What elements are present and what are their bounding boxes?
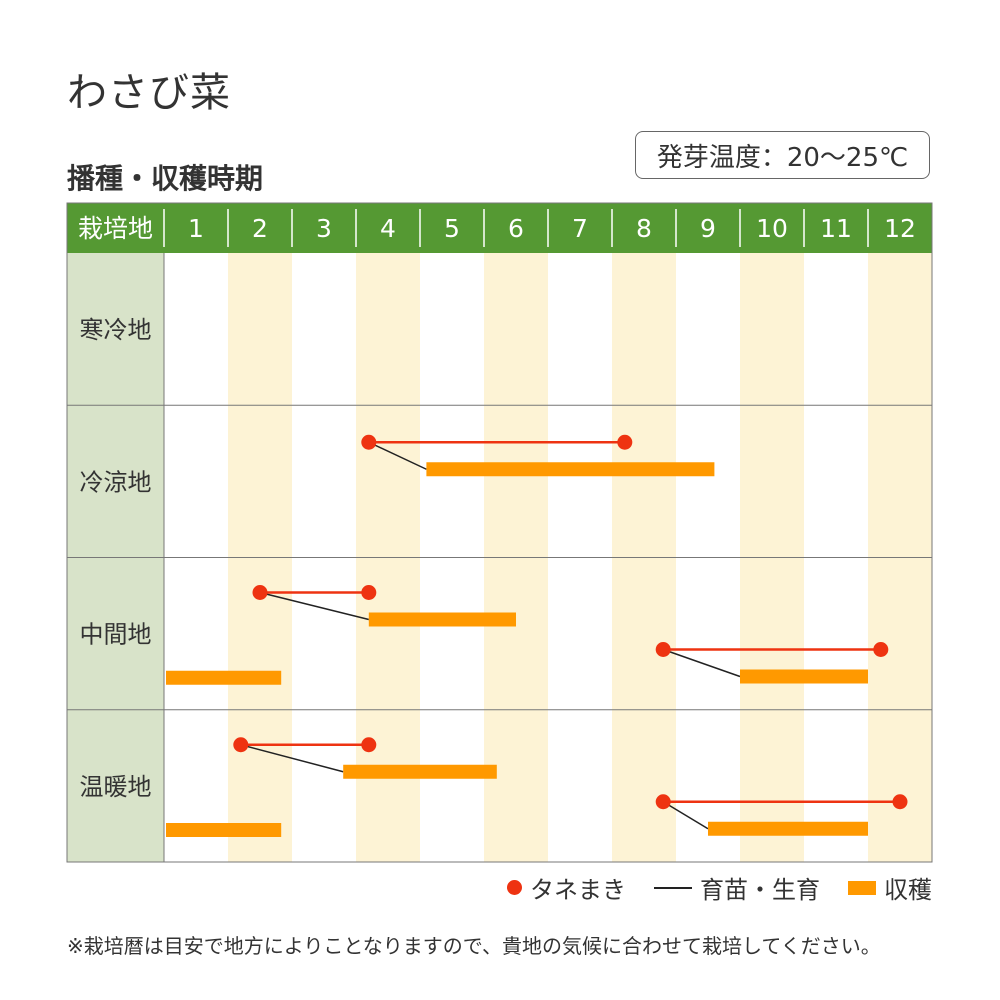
- nursery-line: [368, 441, 427, 470]
- page-title: わさび菜: [67, 70, 231, 116]
- harvest-bar: [426, 462, 715, 477]
- footnote: ※栽培暦は目安で地方によりことなりますので、貴地の気候に合わせて栽培してください…: [67, 934, 881, 958]
- region-cell: [67, 253, 164, 406]
- sowing-dot-icon: [507, 880, 522, 895]
- grid-lines: [66, 202, 933, 863]
- harvest-bar: [708, 821, 868, 836]
- month-label: 1: [188, 214, 204, 243]
- nursery-line: [662, 801, 709, 830]
- table-border: [66, 202, 933, 863]
- harvest-bar: [368, 612, 516, 627]
- harvest-bar: [740, 669, 868, 684]
- month-label: 6: [508, 214, 524, 243]
- harvest-bar-icon: [848, 880, 876, 895]
- harvest-bar: [166, 670, 282, 685]
- chart-subtitle: 播種・収穫時期: [67, 162, 264, 195]
- nursery-line-icon: [654, 886, 692, 889]
- region-label: 冷涼地: [80, 468, 152, 496]
- harvest-bar: [166, 823, 282, 837]
- sowing-start-dot: [252, 585, 268, 600]
- nursery-line: [259, 591, 369, 621]
- month-header-row: 栽培地 1 2 3 4 5 6 7 8 9 10 11 12: [67, 203, 932, 253]
- nursery-line: [240, 744, 344, 773]
- legend-item-sowing: タネまき: [507, 870, 626, 905]
- month-label: 12: [884, 214, 916, 243]
- month-label: 7: [572, 214, 588, 243]
- region-cell: [67, 709, 164, 862]
- month-label: 10: [756, 214, 788, 243]
- legend-item-nursery: 育苗・生育: [654, 870, 820, 905]
- region-label: 寒冷地: [80, 316, 152, 344]
- sowing-end-dot: [617, 434, 633, 450]
- sowing-end-dot: [892, 794, 908, 810]
- month-label: 9: [700, 214, 716, 243]
- month-label: 8: [636, 214, 652, 243]
- month-label: 2: [252, 214, 268, 243]
- legend-item-harvest: 収穫: [848, 870, 932, 905]
- month-label: 5: [444, 214, 460, 243]
- harvest-bar: [343, 764, 497, 779]
- header-region-label: 栽培地: [78, 214, 153, 243]
- legend-label-nursery: 育苗・生育: [700, 876, 820, 904]
- region-label: 温暖地: [80, 773, 152, 801]
- germination-temperature-badge: 発芽温度：20〜25℃: [635, 131, 930, 179]
- sowing-end-dot: [361, 585, 377, 600]
- sowing-start-dot: [655, 642, 671, 657]
- sowing-end-dot: [873, 642, 889, 657]
- legend-label-sowing: タネまき: [530, 876, 626, 904]
- legend-label-harvest: 収穫: [884, 876, 932, 904]
- region-label: 中間地: [80, 621, 152, 649]
- month-label: 3: [316, 214, 332, 243]
- region-cell: [67, 557, 164, 710]
- sowing-start-dot: [233, 737, 249, 753]
- sowing-end-dot: [361, 737, 377, 753]
- nursery-line: [662, 648, 741, 678]
- month-label: 4: [380, 214, 396, 243]
- sowing-start-dot: [361, 434, 377, 450]
- sowing-start-dot: [655, 794, 671, 810]
- chart-legend: タネまき 育苗・生育 収穫: [479, 870, 932, 905]
- header-background: [67, 203, 932, 253]
- region-cell: [67, 405, 164, 558]
- schedule-marks: [166, 434, 908, 837]
- month-label: 11: [820, 214, 852, 243]
